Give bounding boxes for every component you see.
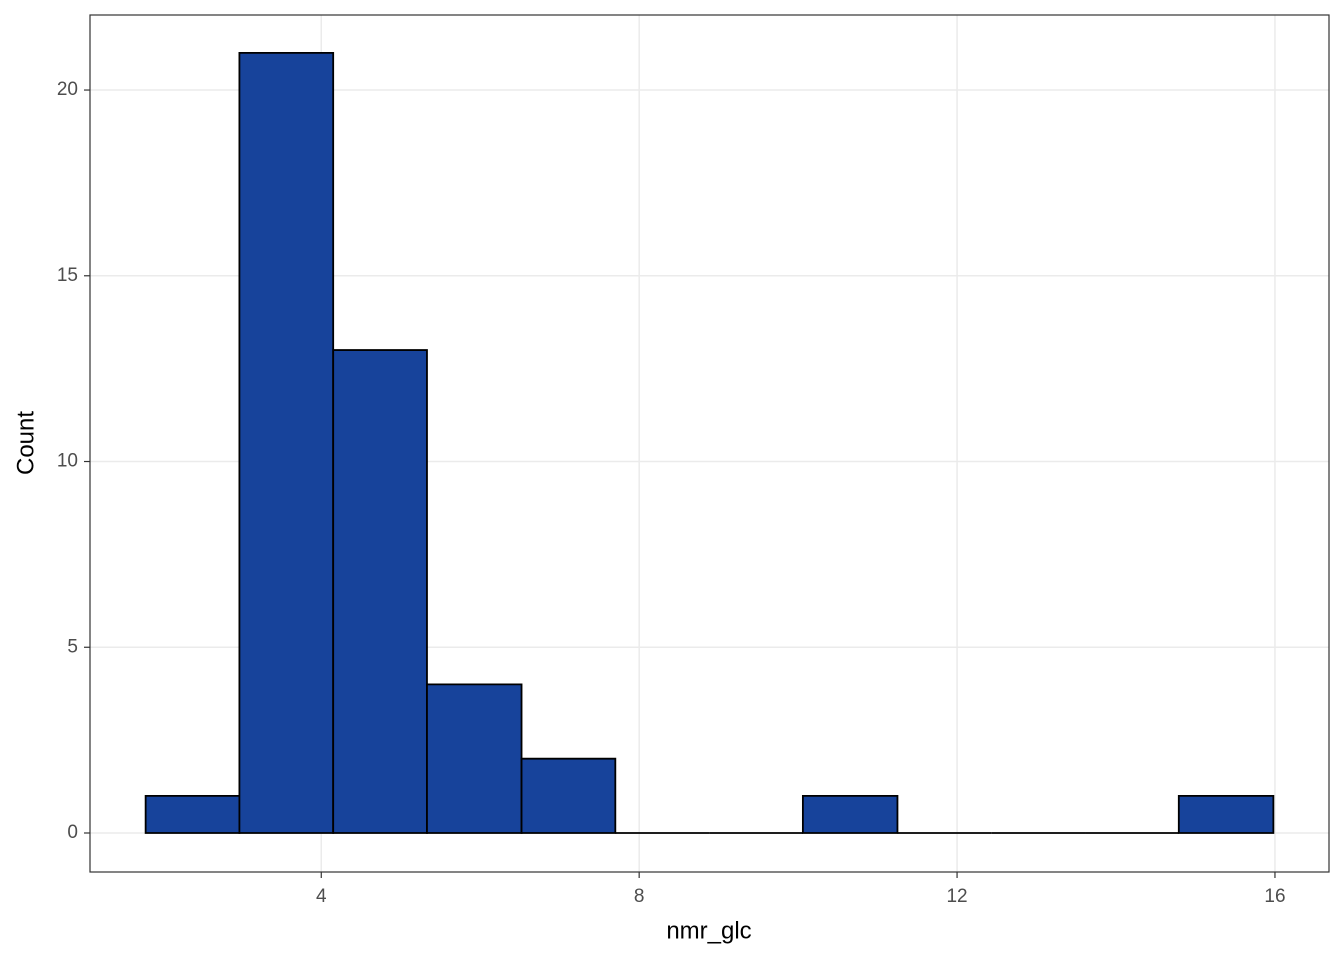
bar xyxy=(426,683,523,834)
x-tick-label: 8 xyxy=(634,886,645,907)
y-tick-label: 20 xyxy=(57,79,78,100)
bar xyxy=(144,794,241,834)
bar xyxy=(332,349,428,834)
bar xyxy=(1177,794,1275,834)
bar xyxy=(238,51,335,834)
y-tick-label: 10 xyxy=(57,451,78,472)
y-tick-label: 0 xyxy=(67,822,78,843)
y-tick-label: 5 xyxy=(67,636,78,657)
x-axis-title: nmr_glc xyxy=(666,917,751,944)
x-tick-label: 16 xyxy=(1264,886,1285,907)
plot-border xyxy=(89,14,1330,873)
bar xyxy=(520,757,617,834)
bar xyxy=(801,794,899,834)
y-axis-title: Count xyxy=(12,411,39,475)
x-tick-label: 4 xyxy=(316,886,327,907)
y-tick-label: 15 xyxy=(57,265,78,286)
x-tick-label: 12 xyxy=(946,886,967,907)
